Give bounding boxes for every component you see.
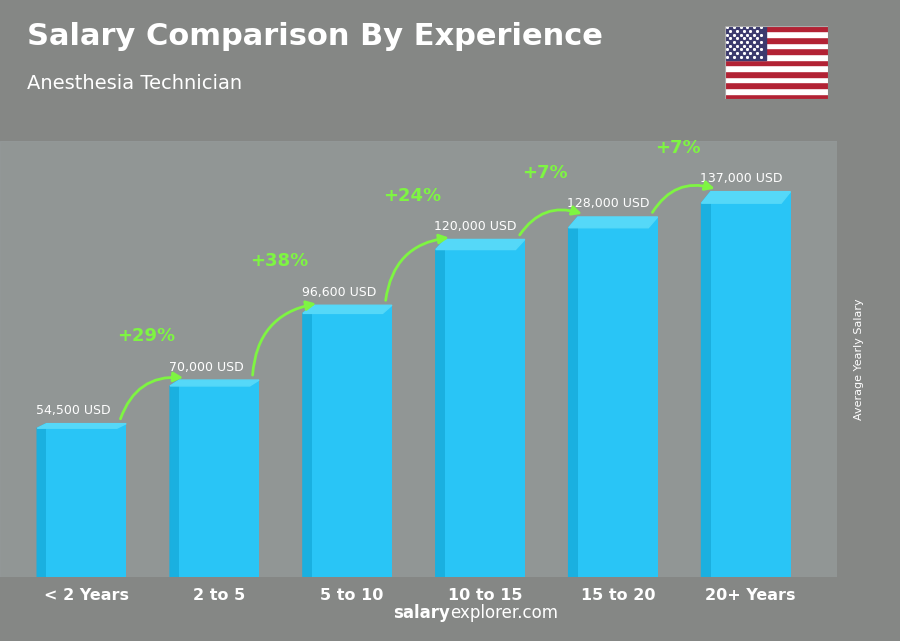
Bar (724, 65, 828, 71)
Text: +29%: +29% (117, 327, 176, 345)
Bar (724, 60, 828, 65)
Polygon shape (436, 240, 525, 249)
Text: +24%: +24% (382, 187, 441, 204)
Polygon shape (303, 305, 392, 313)
Bar (312, 305, 392, 577)
Polygon shape (436, 240, 446, 577)
Bar (724, 54, 828, 60)
Bar (724, 77, 828, 82)
Polygon shape (569, 217, 578, 577)
Bar (724, 71, 828, 77)
Bar (724, 26, 766, 60)
Text: Anesthesia Technician: Anesthesia Technician (27, 74, 242, 93)
Bar (47, 424, 126, 577)
Bar (724, 82, 828, 88)
Polygon shape (170, 380, 179, 577)
Bar (724, 37, 828, 43)
Bar (711, 192, 790, 577)
Text: explorer.com: explorer.com (450, 604, 558, 622)
Bar (578, 217, 658, 577)
Text: 54,500 USD: 54,500 USD (36, 404, 111, 417)
Text: salary: salary (393, 604, 450, 622)
Bar (446, 240, 525, 577)
Polygon shape (37, 424, 126, 428)
Polygon shape (701, 192, 790, 203)
Bar (724, 94, 828, 99)
Text: +7%: +7% (522, 164, 568, 182)
Text: 96,600 USD: 96,600 USD (302, 286, 376, 299)
Bar (724, 88, 828, 94)
Polygon shape (569, 217, 658, 228)
Text: 70,000 USD: 70,000 USD (168, 360, 244, 374)
Text: 128,000 USD: 128,000 USD (567, 197, 650, 210)
Text: 137,000 USD: 137,000 USD (700, 172, 783, 185)
Text: Average Yearly Salary: Average Yearly Salary (854, 298, 865, 420)
Polygon shape (303, 305, 312, 577)
Bar (724, 48, 828, 54)
Polygon shape (701, 192, 711, 577)
Text: Salary Comparison By Experience: Salary Comparison By Experience (27, 22, 603, 51)
Polygon shape (170, 380, 259, 386)
Bar (179, 380, 259, 577)
Text: 120,000 USD: 120,000 USD (435, 220, 517, 233)
Bar (724, 31, 828, 37)
Bar (724, 43, 828, 48)
Text: +7%: +7% (655, 138, 700, 157)
Polygon shape (37, 424, 47, 577)
Text: +38%: +38% (250, 253, 308, 271)
Bar (724, 26, 828, 31)
